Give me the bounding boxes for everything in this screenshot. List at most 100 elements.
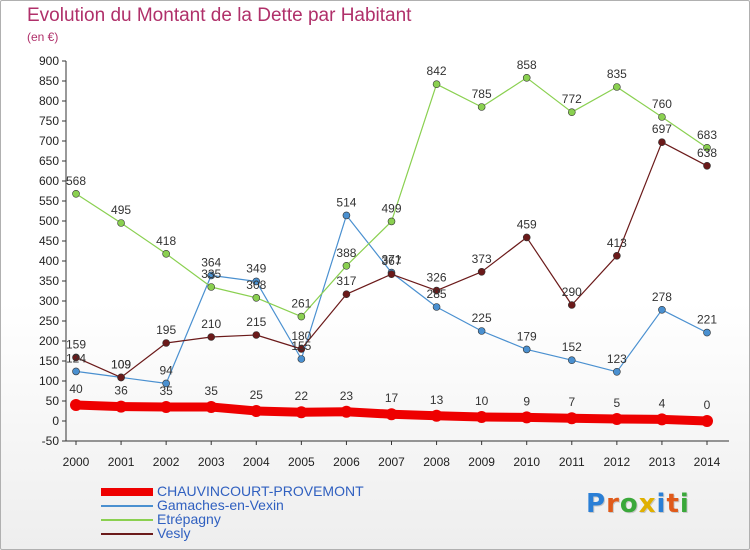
data-point	[565, 412, 578, 425]
data-label: 221	[697, 313, 717, 327]
data-label: 152	[562, 340, 582, 354]
data-point	[250, 405, 263, 417]
y-tick-label: 550	[39, 194, 59, 208]
data-point	[655, 413, 668, 426]
data-point	[205, 401, 218, 413]
data-point	[252, 293, 261, 302]
data-label: 835	[607, 67, 627, 81]
data-label: 109	[111, 357, 131, 371]
x-tick-label: 2001	[108, 455, 135, 469]
x-tick-label: 2010	[513, 455, 540, 469]
x-tick-label: 2013	[649, 455, 676, 469]
data-label: 210	[201, 317, 221, 331]
y-tick-label: 800	[39, 94, 59, 108]
data-label: 290	[562, 285, 582, 299]
data-point	[387, 217, 396, 226]
x-tick-label: 2004	[243, 455, 270, 469]
data-point	[432, 286, 441, 295]
logo-letter: i	[656, 489, 667, 519]
y-tick-label: 850	[39, 74, 59, 88]
data-point	[70, 399, 82, 411]
data-label: 195	[156, 323, 176, 337]
data-point	[567, 108, 576, 116]
data-point	[162, 250, 170, 258]
data-point	[701, 415, 713, 427]
data-label: 760	[652, 97, 672, 111]
data-point	[610, 413, 623, 425]
data-label: 697	[652, 122, 672, 136]
data-point	[658, 305, 666, 314]
data-label: 568	[66, 174, 86, 188]
data-label: 5	[614, 396, 621, 410]
data-label: 285	[427, 287, 447, 301]
data-point	[72, 190, 80, 198]
data-point	[658, 138, 666, 146]
data-label: 40	[69, 382, 83, 396]
y-tick-label: 50	[46, 394, 60, 408]
data-label: 367	[381, 254, 401, 268]
data-label: 225	[472, 311, 492, 325]
data-label: 499	[381, 201, 401, 215]
legend-item: Etrépagny	[101, 511, 421, 527]
logo-letter: i	[679, 489, 690, 519]
data-label: 7	[568, 395, 575, 409]
legend-label: Vesly	[157, 525, 191, 541]
data-point	[387, 270, 396, 279]
data-point	[703, 162, 711, 170]
x-tick-label: 2009	[468, 455, 495, 469]
x-tick-label: 2002	[153, 455, 180, 469]
data-label: 335	[201, 267, 221, 281]
data-point	[613, 83, 621, 91]
data-label: 638	[697, 146, 717, 160]
proxiti-logo: Proxiti	[586, 489, 690, 519]
x-tick-label: 2007	[378, 455, 405, 469]
data-point	[295, 406, 308, 419]
data-point	[115, 400, 128, 413]
data-point	[342, 290, 351, 299]
data-label: 349	[246, 261, 266, 275]
y-tick-label: 0	[52, 414, 59, 428]
data-label: 35	[159, 384, 173, 398]
data-label: 22	[295, 389, 309, 403]
data-label: 155	[291, 339, 311, 353]
data-point	[117, 373, 125, 382]
y-tick-label: 700	[39, 134, 59, 148]
data-label: 371	[381, 253, 401, 267]
y-tick-label: 500	[39, 214, 59, 228]
data-label: 683	[697, 128, 717, 142]
data-point	[613, 252, 621, 260]
y-tick-label: 250	[39, 314, 59, 328]
data-label: 13	[430, 393, 444, 407]
legend-label: CHAUVINCOURT-PROVEMONT	[157, 483, 364, 499]
data-point	[342, 211, 351, 220]
legend-swatch	[101, 488, 153, 496]
data-label: 9	[523, 394, 530, 408]
y-tick-label: 100	[39, 374, 59, 388]
data-point	[522, 345, 531, 354]
data-point	[207, 271, 216, 280]
legend-swatch	[101, 505, 153, 507]
data-label: 514	[336, 195, 356, 209]
data-label: 35	[205, 384, 219, 398]
data-label: 179	[517, 329, 537, 343]
data-label: 278	[652, 290, 672, 304]
data-point	[567, 301, 576, 309]
data-point	[522, 233, 531, 242]
x-tick-label: 2006	[333, 455, 360, 469]
data-point	[252, 277, 261, 286]
x-tick-label: 2011	[559, 455, 585, 469]
data-point	[703, 328, 711, 337]
data-point	[207, 333, 216, 341]
data-point	[385, 408, 398, 421]
data-label: 364	[201, 255, 221, 269]
data-point	[340, 405, 353, 418]
data-label: 180	[291, 329, 311, 343]
y-tick-label: 600	[39, 174, 59, 188]
data-point	[432, 303, 441, 311]
data-label: 94	[159, 363, 173, 377]
legend: CHAUVINCOURT-PROVEMONT Gamaches-en-Vexin…	[101, 483, 421, 541]
data-label: 495	[111, 203, 131, 217]
